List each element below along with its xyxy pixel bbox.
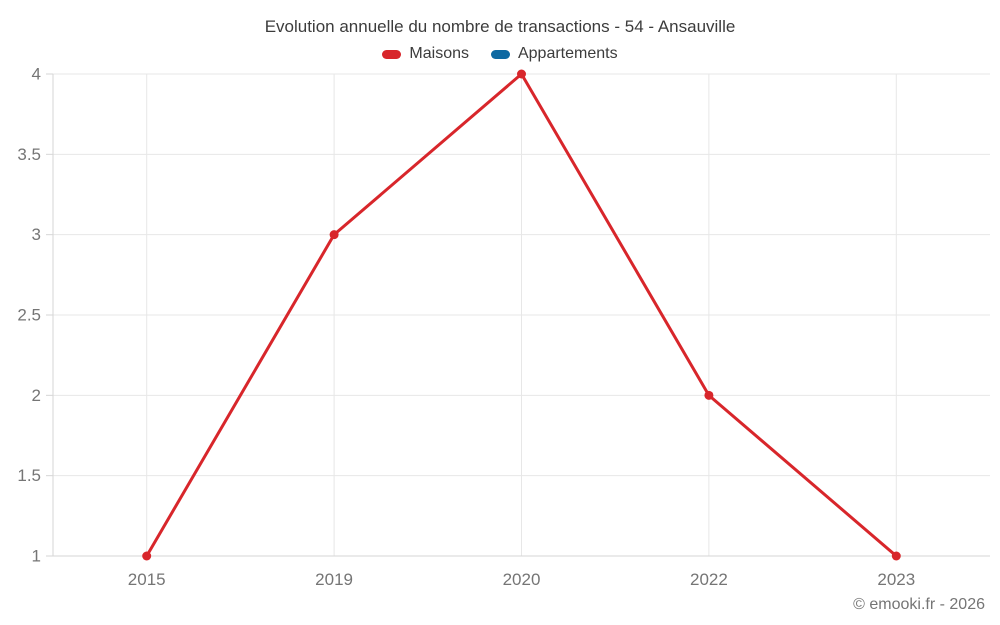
legend-label-appartements: Appartements: [517, 45, 618, 62]
data-point-maisons-2023[interactable]: [891, 551, 901, 561]
data-point-maisons-2020[interactable]: [517, 69, 526, 79]
x-axis-tick-label: 2019: [315, 570, 353, 589]
data-point-maisons-2019[interactable]: [329, 230, 339, 240]
y-axis-tick-label: 1.5: [17, 466, 41, 485]
y-axis-tick-label: 1: [32, 547, 41, 566]
copyright-label: © emooki.fr - 2026: [853, 596, 985, 613]
y-axis-tick-label: 3.5: [17, 145, 41, 164]
legend-item-appartements[interactable]: Appartements: [490, 45, 618, 63]
x-axis-tick-label: 2015: [128, 570, 166, 589]
y-axis-tick-label: 2: [32, 386, 41, 405]
y-axis-tick-label: 2.5: [17, 306, 41, 325]
x-axis-tick-label: 2020: [503, 570, 541, 589]
y-axis-tick-label: 4: [32, 65, 41, 84]
legend-swatch-appartements: [490, 49, 510, 59]
legend-item-maisons[interactable]: Maisons: [382, 45, 469, 63]
data-point-maisons-2022[interactable]: [704, 390, 714, 400]
legend-swatch-maisons: [382, 49, 402, 59]
legend: Maisons Appartements: [0, 45, 1000, 63]
data-point-maisons-2015[interactable]: [142, 551, 152, 561]
chart-title: Evolution annuelle du nombre de transact…: [264, 17, 736, 36]
y-axis-tick-label: 3: [32, 225, 41, 244]
x-axis-tick-label: 2023: [877, 570, 915, 589]
legend-label-maisons: Maisons: [409, 45, 469, 62]
x-axis-tick-label: 2022: [690, 570, 728, 589]
